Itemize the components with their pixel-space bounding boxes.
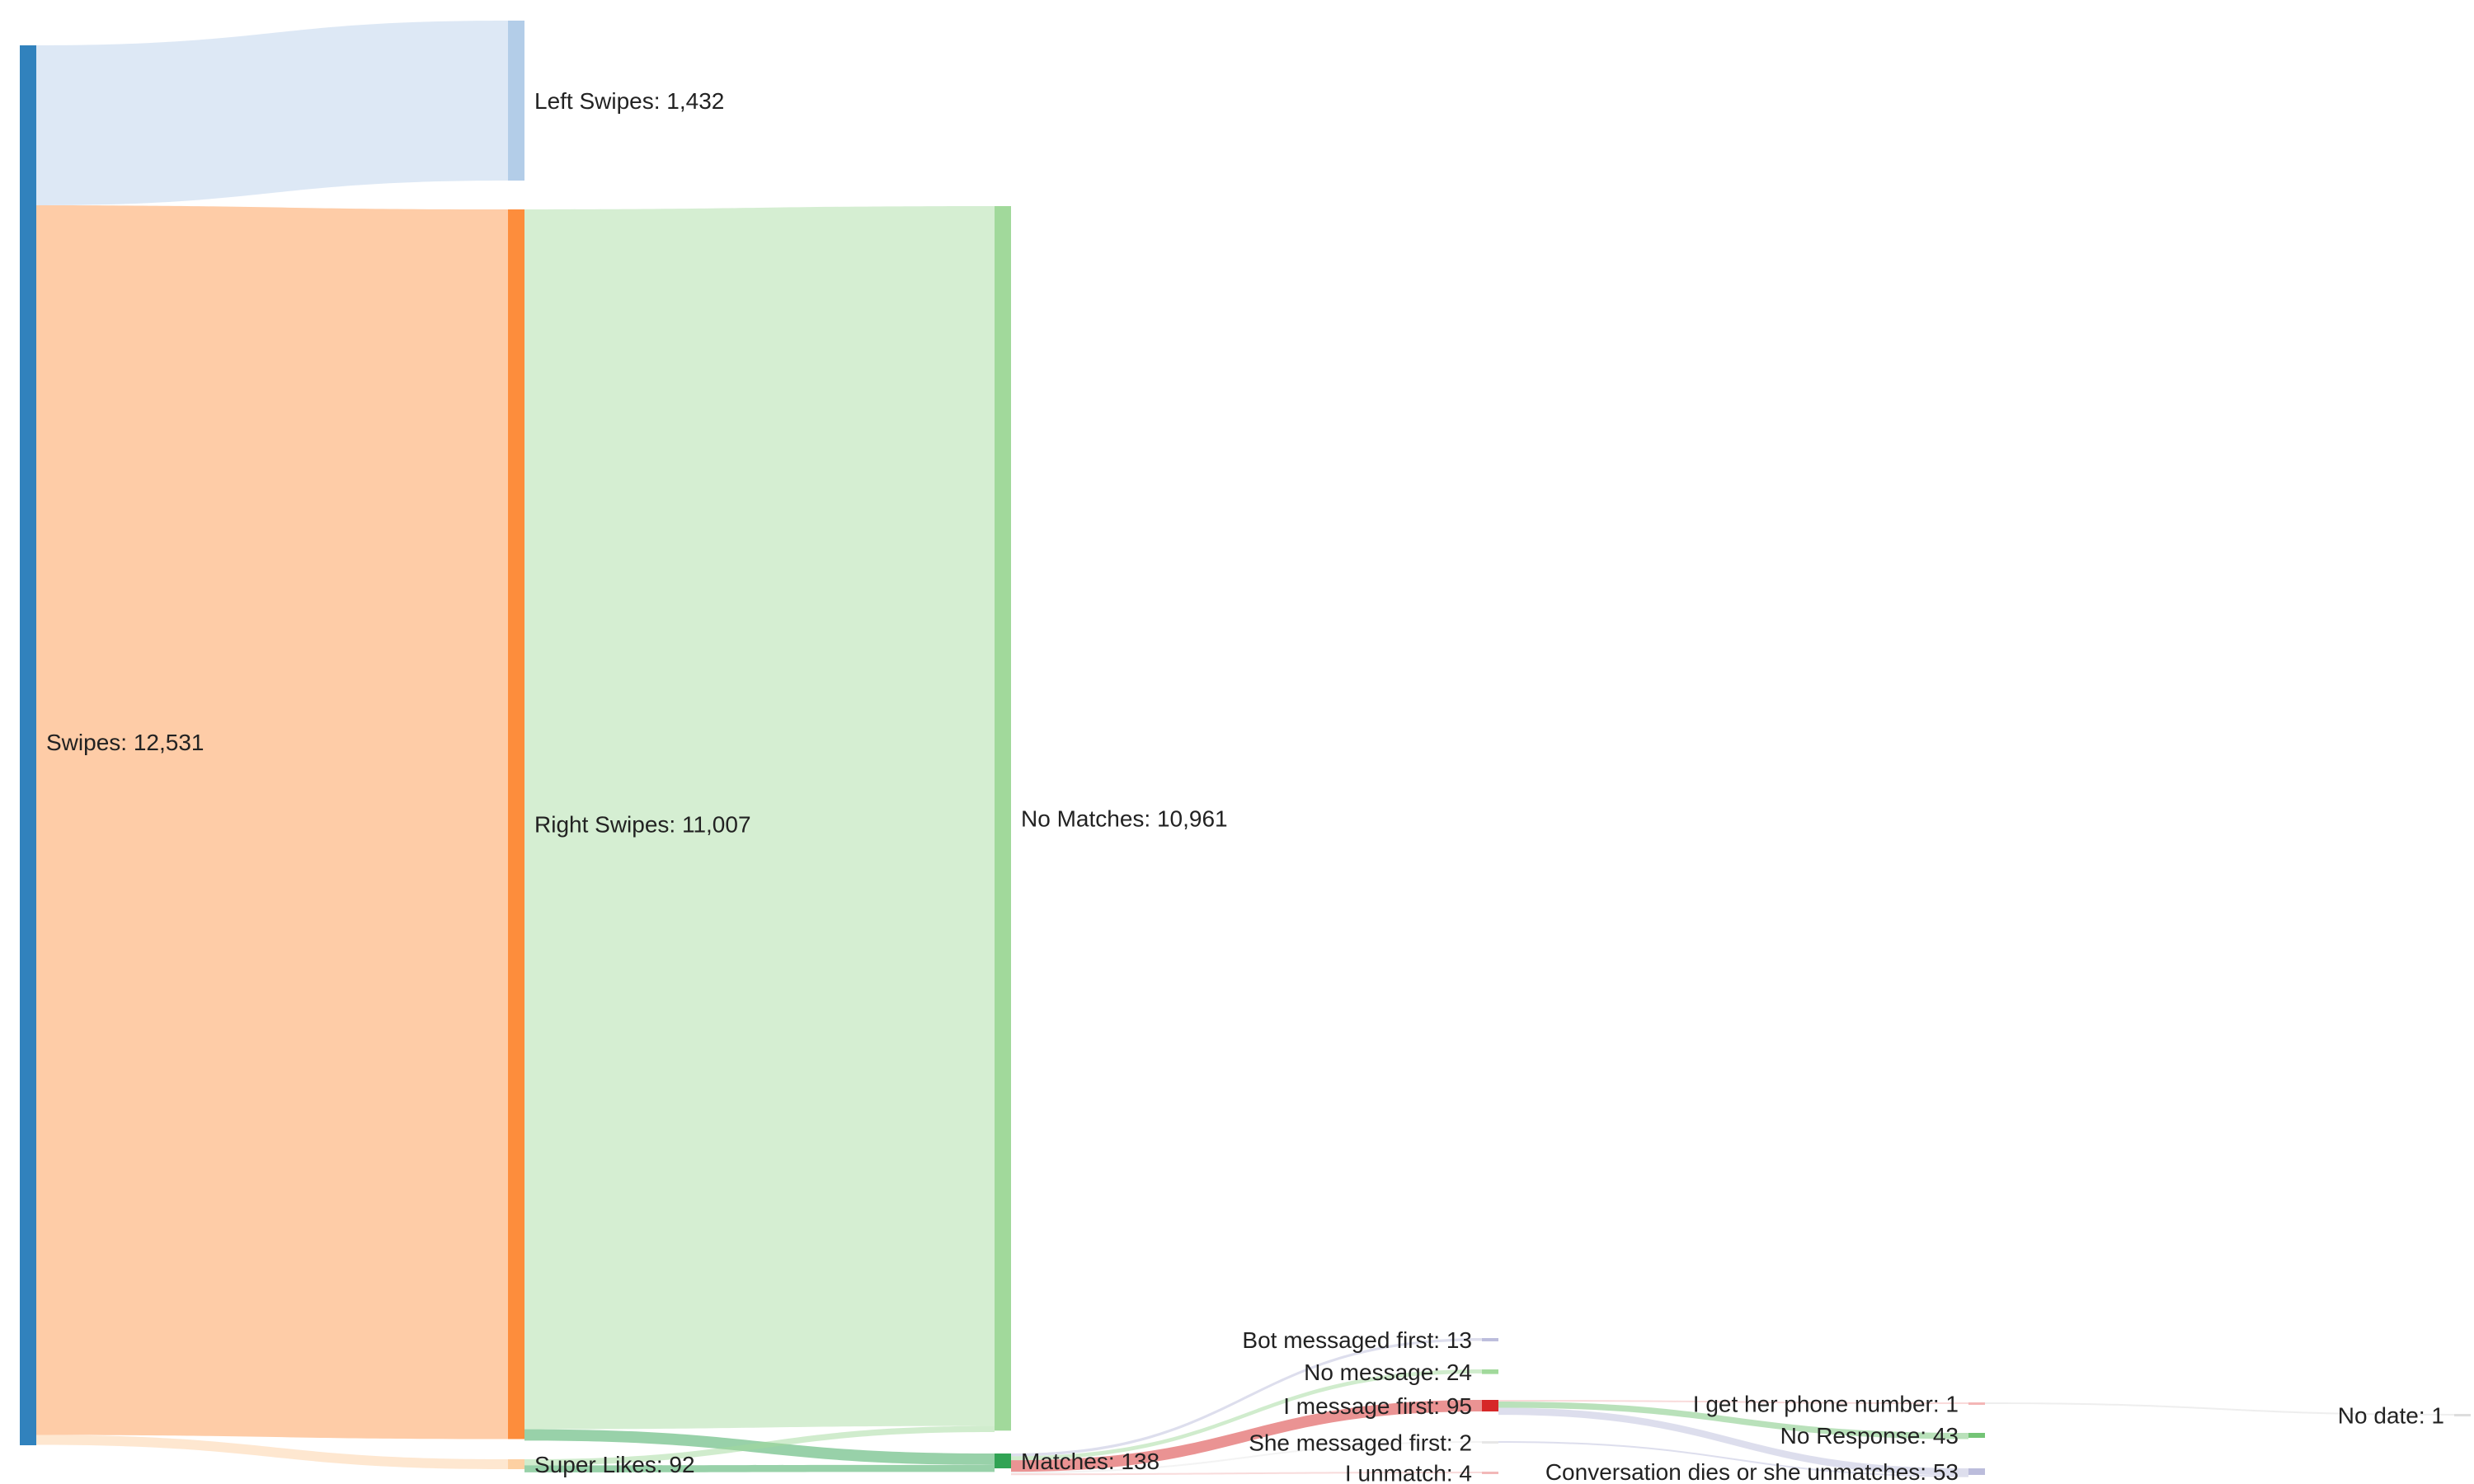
link-super-to-nomatch xyxy=(524,1425,995,1466)
node-nomatch[interactable] xyxy=(995,206,1011,1431)
node-right[interactable] xyxy=(508,209,524,1439)
node-nomsg[interactable] xyxy=(1482,1369,1498,1374)
node-imsg[interactable] xyxy=(1482,1400,1498,1411)
link-imsg-to-phone xyxy=(1498,1400,1968,1404)
node-label-phone: I get her phone number: 1 xyxy=(1693,1392,1959,1417)
sankey-links xyxy=(36,21,2454,1477)
sankey-nodes xyxy=(20,21,2471,1475)
link-she-to-dies xyxy=(1498,1441,1968,1477)
link-imsg-to-dies xyxy=(1498,1407,1968,1476)
node-label-unmatch: I unmatch: 4 xyxy=(1345,1461,1472,1484)
node-unmatch[interactable] xyxy=(1482,1472,1498,1474)
node-nodate[interactable] xyxy=(2454,1414,2471,1416)
link-matches-to-unmatch xyxy=(1011,1472,1482,1476)
node-label-dies: Conversation dies or she unmatches: 53 xyxy=(1545,1459,1959,1484)
node-noresp[interactable] xyxy=(1968,1433,1985,1438)
link-matches-to-she xyxy=(1011,1441,1482,1474)
node-label-noresp: No Response: 43 xyxy=(1780,1423,1959,1449)
node-left[interactable] xyxy=(508,21,524,181)
node-label-nomsg: No message: 24 xyxy=(1304,1360,1472,1385)
node-label-right: Right Swipes: 11,007 xyxy=(534,812,751,838)
link-right-to-nomatch xyxy=(524,206,995,1430)
node-bot[interactable] xyxy=(1482,1338,1498,1341)
node-label-swipes: Swipes: 12,531 xyxy=(46,730,204,755)
node-label-she: She messaged first: 2 xyxy=(1249,1430,1472,1456)
node-swipes[interactable] xyxy=(20,45,36,1445)
link-matches-to-bot xyxy=(1011,1338,1482,1457)
node-label-left: Left Swipes: 1,432 xyxy=(534,88,724,114)
link-swipes-to-right xyxy=(36,205,508,1439)
node-label-bot: Bot messaged first: 13 xyxy=(1242,1327,1472,1353)
node-super[interactable] xyxy=(508,1459,524,1469)
link-imsg-to-noresp xyxy=(1498,1402,1968,1439)
link-super-to-matches xyxy=(524,1464,995,1472)
link-phone-to-nodate xyxy=(1985,1402,2454,1416)
node-label-super: Super Likes: 92 xyxy=(534,1452,695,1477)
node-label-nodate: No date: 1 xyxy=(2338,1403,2444,1429)
node-label-matches: Matches: 138 xyxy=(1021,1449,1159,1474)
node-she[interactable] xyxy=(1482,1441,1498,1444)
sankey-labels: Swipes: 12,531 Left Swipes: 1,432 Right Sw… xyxy=(46,88,2444,1484)
node-label-imsg: I message first: 95 xyxy=(1283,1393,1472,1419)
node-matches[interactable] xyxy=(995,1453,1011,1468)
link-matches-to-imsg xyxy=(1011,1400,1482,1472)
link-swipes-to-left xyxy=(36,21,508,206)
link-swipes-to-super xyxy=(36,1435,508,1469)
node-dies[interactable] xyxy=(1968,1468,1985,1475)
node-label-nomatch: No Matches: 10,961 xyxy=(1021,806,1228,832)
node-phone[interactable] xyxy=(1968,1402,1985,1405)
link-matches-to-nomsg xyxy=(1011,1369,1482,1461)
